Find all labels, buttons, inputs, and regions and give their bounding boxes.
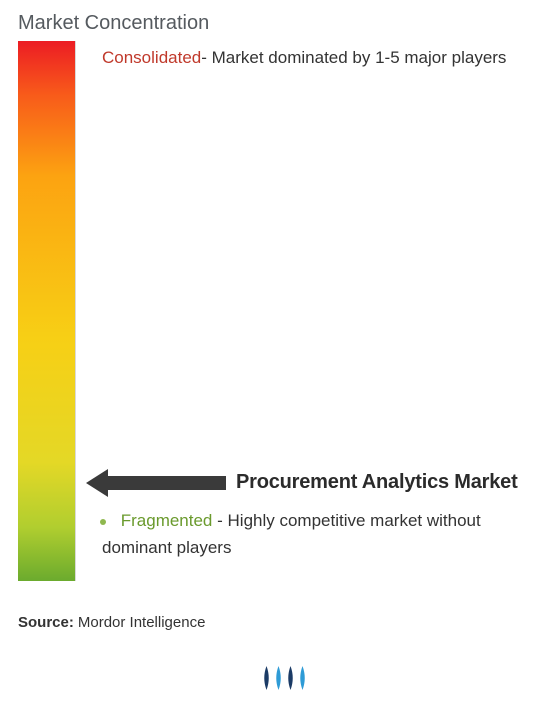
consolidated-label: Consolidated [102,48,201,67]
page-title: Market Concentration [18,12,540,35]
chart-area: Consolidated- Market dominated by 1-5 ma… [18,41,540,601]
source-value: Mordor Intelligence [78,614,206,631]
market-name-label: Procurement Analytics Market [236,471,518,494]
consolidated-annotation: Consolidated- Market dominated by 1-5 ma… [102,47,540,70]
left-arrow-icon [86,474,226,492]
arrow-shaft [108,476,226,490]
market-pointer-row: Procurement Analytics Market [86,471,518,494]
consolidated-description: - Market dominated by 1-5 major players [201,48,506,67]
mordor-logo-icon [262,664,310,692]
container: Market Concentration Consolidated- Marke… [0,0,540,720]
bullet-icon [100,519,106,525]
source-row: Source:Mordor Intelligence [18,614,205,631]
fragmented-label: Fragmented [121,511,213,530]
concentration-gradient-bar [18,41,76,581]
arrow-head [86,469,108,497]
fragmented-annotation: Fragmented - Highly competitive market w… [102,507,532,561]
source-label: Source: [18,614,74,631]
